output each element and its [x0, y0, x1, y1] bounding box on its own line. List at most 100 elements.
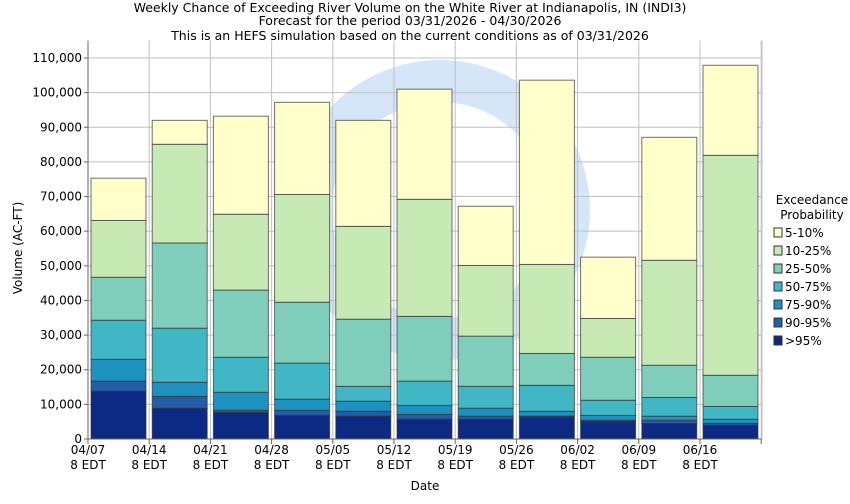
legend-label: 90-95% [785, 316, 831, 330]
y-tick-label: 90,000 [40, 120, 82, 134]
chart-title: Weekly Chance of Exceeding River Volume … [134, 0, 687, 15]
bar-segment-75-90- [335, 400, 392, 412]
x-tick-sublabel: 8 EDT [560, 458, 596, 472]
x-tick-label: 06/16 [683, 443, 718, 457]
x-axis-label: Date [411, 479, 440, 493]
x-tick-label: 06/09 [622, 443, 657, 457]
x-tick-sublabel: 8 EDT [621, 458, 657, 472]
x-tick-sublabel: 8 EDT [437, 458, 473, 472]
bar-segment-75-90- [396, 404, 453, 415]
x-tick-sublabel: 8 EDT [193, 458, 229, 472]
bar-segment--95- [641, 422, 698, 440]
bar-segment-25-50- [335, 318, 392, 387]
bar-segment-10-25- [702, 154, 759, 376]
bar-segment-10-25- [641, 259, 698, 366]
bar-segment-25-50- [90, 276, 147, 321]
x-tick-sublabel: 8 EDT [376, 458, 412, 472]
bar-segment-50-75- [641, 396, 698, 417]
y-tick-label: 10,000 [40, 397, 82, 411]
bar-segment-5-10- [396, 88, 453, 200]
y-tick-label: 60,000 [40, 224, 82, 238]
bar-segment-5-10- [457, 205, 514, 266]
bar-segment--95- [90, 390, 147, 440]
bar-segment-10-25- [90, 219, 147, 278]
bar-segment-75-90- [702, 418, 759, 424]
bar-segment-25-50- [457, 335, 514, 387]
bar-segment-10-25- [580, 317, 637, 358]
bar-segment-75-90- [518, 410, 575, 417]
bar-segment-75-90- [274, 398, 331, 411]
legend-title-2: Probability [780, 208, 843, 222]
bar-segment--95- [151, 407, 208, 440]
y-tick-label: 50,000 [40, 259, 82, 273]
bar-segment-10-25- [518, 263, 575, 354]
bar-segment-50-75- [212, 356, 269, 393]
legend-title-1: Exceedance [776, 193, 848, 207]
bar-segment-10-25- [335, 225, 392, 320]
y-tick-label: 0 [74, 432, 82, 446]
legend-label: 10-25% [785, 244, 831, 258]
bar-segment-5-10- [90, 177, 147, 221]
bar-segment-25-50- [151, 242, 208, 329]
bar-segment-50-75- [457, 385, 514, 409]
legend-label: 25-50% [785, 262, 831, 276]
legend: Exceedance Probability 5-10% 10-25% 25-50%… [773, 193, 848, 348]
bar-segment--95- [457, 418, 514, 440]
bar-segment-10-25- [151, 143, 208, 244]
x-tick-sublabel: 8 EDT [70, 458, 106, 472]
x-tick-label: 05/19 [438, 443, 473, 457]
bar-segment-75-90- [212, 391, 269, 411]
x-tick-label: 06/02 [560, 443, 595, 457]
y-tick-label: 100,000 [32, 86, 82, 100]
bar-segment-5-10- [151, 119, 208, 145]
bar-segment-90-95- [90, 380, 147, 392]
bar-segment-10-25- [274, 193, 331, 303]
legend-label: >95% [785, 334, 822, 348]
bar-segment-90-95- [396, 413, 453, 420]
legend-swatch [773, 317, 783, 328]
bar-segment-10-25- [457, 264, 514, 337]
bar-segment-50-75- [151, 327, 208, 383]
legend-label: 5-10% [785, 226, 824, 240]
bar-segment--95- [274, 414, 331, 440]
bar-segment-10-25- [212, 213, 269, 291]
y-tick-label: 30,000 [40, 328, 82, 342]
x-tick-label: 05/12 [377, 443, 412, 457]
x-tick-sublabel: 8 EDT [254, 458, 290, 472]
bar-segment-50-75- [396, 380, 453, 406]
bar-segment-50-75- [274, 362, 331, 400]
bar-segment-10-25- [396, 198, 453, 317]
x-tick-label: 04/14 [132, 443, 167, 457]
bar-segment--95- [702, 424, 759, 440]
bar-segment-5-10- [702, 64, 759, 156]
bar-segment-5-10- [518, 79, 575, 265]
bar-segment-75-90- [151, 381, 208, 397]
legend-swatch [773, 335, 783, 346]
legend-swatch [773, 299, 783, 310]
bar-segment-5-10- [274, 101, 331, 195]
bar-segment-90-95- [274, 409, 331, 416]
bar-segment-90-95- [151, 395, 208, 409]
bar-segment--95- [396, 418, 453, 440]
y-axis-label: Volume (AC-FT) [11, 202, 25, 295]
bar-segment-75-90- [90, 358, 147, 382]
bar-segment-5-10- [335, 119, 392, 227]
y-tick-label: 110,000 [32, 51, 82, 65]
bar-segment--95- [212, 411, 269, 440]
x-tick-sublabel: 8 EDT [315, 458, 351, 472]
y-tick-label: 70,000 [40, 190, 82, 204]
y-tick-label: 80,000 [40, 155, 82, 169]
bar-segment-50-75- [335, 385, 392, 402]
bar-segment-5-10- [212, 115, 269, 215]
bar-segment--95- [335, 415, 392, 440]
bar-segment-50-75- [518, 384, 575, 412]
bar-segment-50-75- [580, 399, 637, 416]
bar-segment-75-90- [457, 407, 514, 417]
x-tick-sublabel: 8 EDT [131, 458, 167, 472]
chart-subtitle-period: Forecast for the period 03/31/2026 - 04/… [259, 13, 562, 28]
x-tick-label: 04/28 [254, 443, 289, 457]
bar-segment-50-75- [702, 405, 759, 420]
bar-segment-75-90- [580, 414, 637, 421]
x-tick-label: 04/21 [193, 443, 228, 457]
